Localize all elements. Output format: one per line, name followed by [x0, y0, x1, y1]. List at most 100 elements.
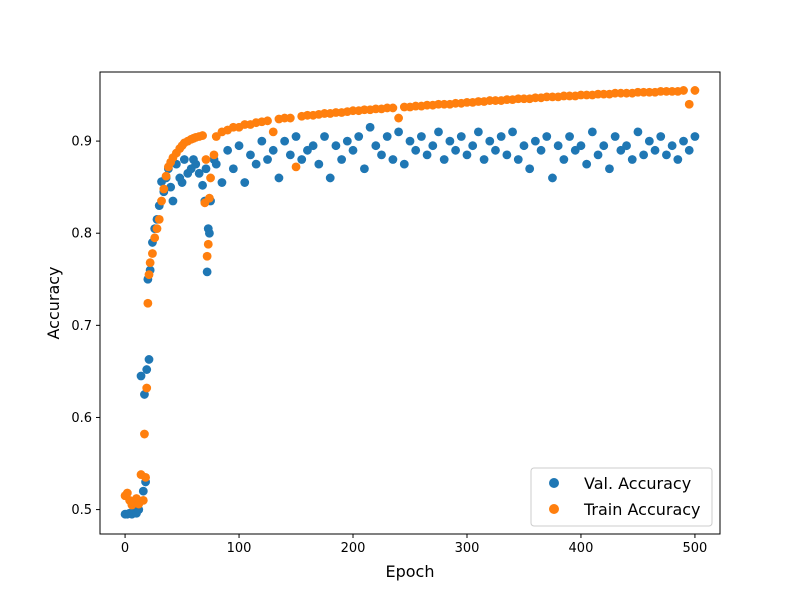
- data-point: [445, 136, 455, 146]
- data-point: [144, 355, 154, 364]
- data-point: [434, 127, 443, 137]
- data-point: [684, 145, 694, 155]
- data-point: [177, 178, 187, 187]
- data-point: [268, 127, 278, 137]
- y-tick-label: 0.6: [71, 411, 92, 426]
- data-point: [456, 132, 466, 141]
- data-point: [513, 155, 523, 164]
- data-point: [191, 159, 201, 169]
- x-tick-label: 500: [683, 541, 708, 556]
- y-tick-label: 0.7: [71, 319, 92, 334]
- data-point: [348, 145, 358, 155]
- x-tick-label: 0: [121, 541, 129, 556]
- data-point: [144, 270, 154, 280]
- x-tick-label: 300: [455, 541, 480, 556]
- data-point: [428, 141, 438, 151]
- data-point: [496, 132, 506, 141]
- data-point: [633, 127, 643, 137]
- data-point: [679, 136, 688, 146]
- data-point: [240, 178, 250, 187]
- legend-label: Train Accuracy: [583, 500, 701, 519]
- data-point: [202, 267, 212, 277]
- data-point: [142, 383, 152, 393]
- data-point: [205, 228, 214, 238]
- data-point: [291, 132, 301, 141]
- data-point: [148, 249, 157, 258]
- data-point: [485, 136, 495, 146]
- plot-frame: [99, 71, 721, 535]
- data-point: [143, 298, 153, 308]
- data-point: [268, 145, 278, 155]
- data-point: [337, 155, 347, 164]
- data-point: [479, 155, 489, 164]
- data-point: [394, 127, 404, 137]
- x-axis-label: Epoch: [386, 562, 435, 581]
- data-point: [405, 136, 415, 146]
- data-point: [451, 145, 460, 155]
- data-point: [371, 141, 381, 151]
- data-point: [411, 145, 421, 155]
- data-point: [388, 155, 398, 164]
- data-point: [285, 113, 295, 123]
- data-point: [122, 488, 132, 498]
- data-point: [138, 486, 148, 496]
- data-point: [473, 127, 483, 137]
- data-point: [399, 159, 409, 169]
- data-point: [141, 472, 150, 482]
- data-point: [587, 127, 597, 137]
- data-point: [168, 196, 178, 206]
- data-point: [394, 113, 404, 123]
- data-point: [360, 164, 369, 174]
- data-point: [525, 164, 535, 174]
- data-point: [285, 150, 295, 160]
- data-point: [627, 155, 637, 164]
- data-point: [542, 132, 552, 141]
- data-point: [263, 116, 272, 126]
- data-point: [251, 159, 261, 169]
- data-point: [161, 171, 171, 181]
- points-layer: [120, 86, 700, 519]
- data-point: [508, 127, 517, 137]
- data-point: [152, 224, 162, 234]
- data-point: [439, 155, 449, 164]
- legend-box: [530, 467, 713, 527]
- data-point: [553, 141, 563, 151]
- data-point: [644, 136, 654, 146]
- legend-marker: [549, 478, 559, 488]
- y-tick-label: 0.5: [71, 503, 92, 518]
- data-point: [150, 233, 160, 243]
- x-tick-label: 400: [569, 541, 594, 556]
- data-point: [159, 184, 169, 194]
- data-point: [622, 141, 631, 151]
- data-point: [154, 214, 164, 224]
- data-point: [205, 193, 214, 203]
- data-point: [201, 164, 211, 174]
- y-tick-label: 0.8: [71, 227, 92, 242]
- legend: Val. Accuracy Train Accuracy: [530, 467, 713, 527]
- data-point: [211, 159, 221, 169]
- data-point: [209, 150, 219, 160]
- data-point: [502, 150, 512, 160]
- data-point: [217, 178, 227, 187]
- data-point: [142, 365, 152, 374]
- data-point: [308, 141, 318, 151]
- data-point: [320, 132, 329, 141]
- y-tick-label: 0.9: [71, 135, 92, 150]
- data-point: [377, 150, 386, 160]
- data-point: [257, 136, 267, 146]
- data-point: [198, 180, 207, 190]
- data-point: [354, 132, 364, 141]
- data-point: [166, 182, 176, 192]
- data-point: [462, 150, 472, 160]
- data-point: [314, 159, 324, 169]
- data-point: [548, 173, 557, 183]
- data-point: [179, 155, 189, 164]
- data-point: [656, 132, 666, 141]
- data-point: [650, 145, 660, 155]
- data-point: [491, 145, 500, 155]
- data-point: [291, 162, 301, 172]
- data-point: [203, 239, 213, 249]
- data-point: [519, 141, 529, 151]
- data-point: [325, 173, 335, 183]
